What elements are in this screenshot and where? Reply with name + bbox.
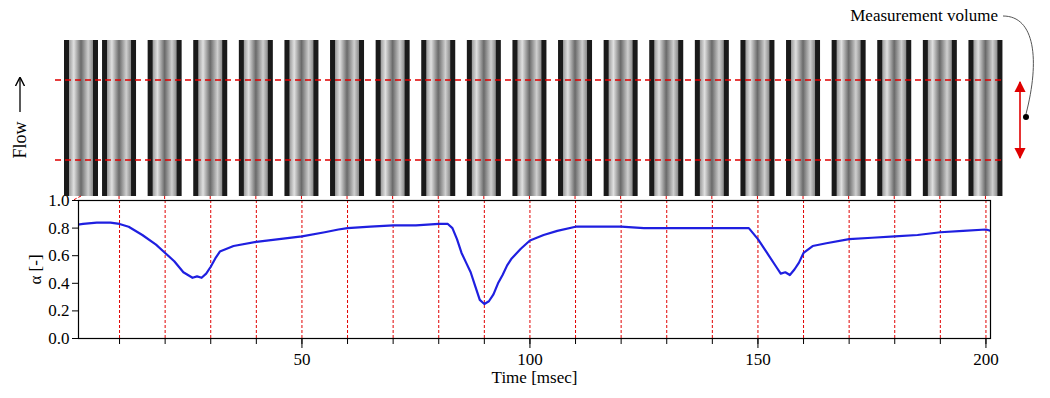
svg-text:0.4: 0.4	[48, 274, 70, 293]
svg-text:0.8: 0.8	[48, 219, 69, 238]
svg-text:100: 100	[517, 350, 543, 369]
svg-text:α [-]: α [-]	[26, 254, 45, 284]
svg-text:Time [msec]: Time [msec]	[492, 368, 578, 387]
svg-text:0.0: 0.0	[48, 329, 69, 348]
svg-text:Flow: Flow	[10, 121, 30, 158]
svg-text:50: 50	[293, 350, 310, 369]
svg-text:0.2: 0.2	[48, 301, 69, 320]
svg-text:0.6: 0.6	[48, 246, 69, 265]
svg-text:200: 200	[973, 350, 999, 369]
svg-text:1.0: 1.0	[48, 191, 69, 210]
svg-text:Measurement volume: Measurement volume	[850, 6, 998, 25]
svg-text:150: 150	[745, 350, 771, 369]
